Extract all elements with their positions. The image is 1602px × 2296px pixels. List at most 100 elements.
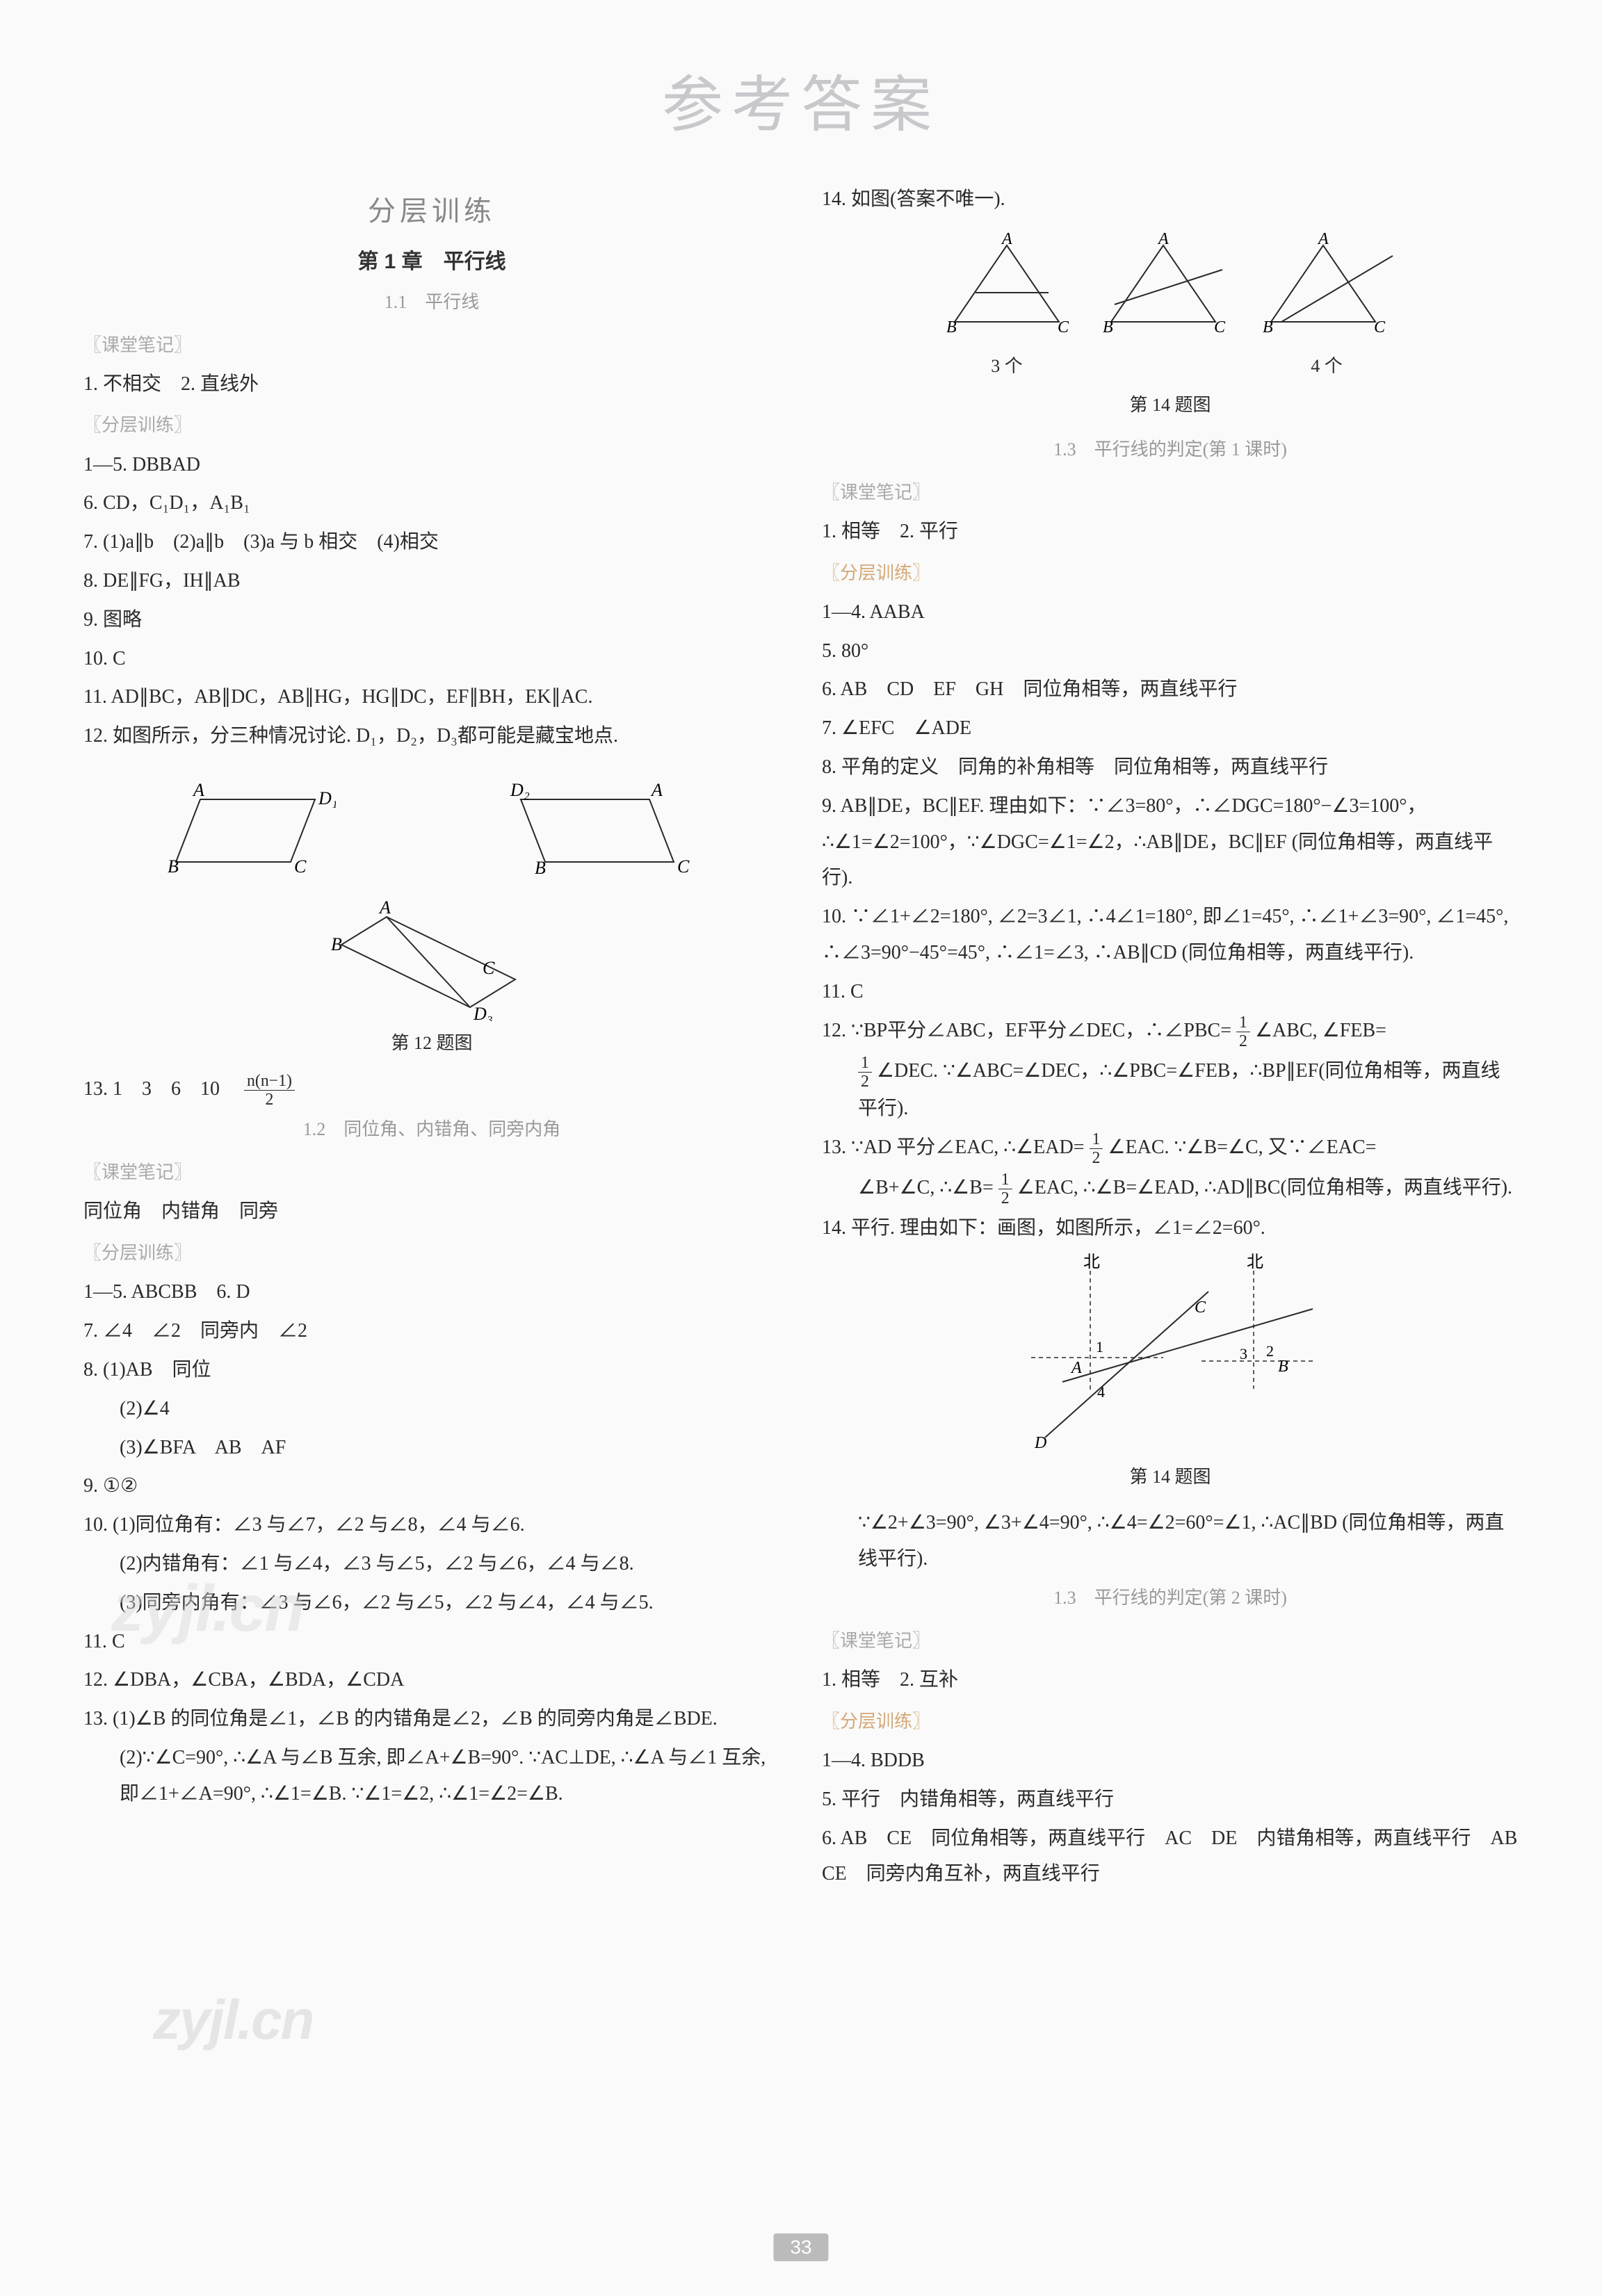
subsection-1-3a: 1.3 平行线的判定(第 1 课时) [822,433,1519,466]
svg-text:A: A [650,780,663,800]
answer-line: 8. (1)AB 同位 [83,1352,780,1388]
svg-text:A: A [192,780,204,800]
triangle-diagram: A B C [1254,231,1400,336]
a13-prefix: 13. 1 3 6 10 [83,1078,239,1100]
answer-line: 10. ∵∠1+∠2=180°, ∠2=3∠1, ∴4∠1=180°, 即∠1=… [822,899,1519,971]
answer-line: (2)内错角有：∠1 与∠4，∠3 与∠5，∠2 与∠6，∠4 与∠8. [83,1546,780,1582]
fig14a-caption: 第 14 题图 [822,389,1519,422]
answer-14-text: 14. 平行. 理由如下：画图，如图所示，∠1=∠2=60°. [822,1210,1519,1246]
svg-text:D₁: D₁ [318,788,336,808]
note-line: 同位角 内错角 同旁 [83,1194,780,1230]
svg-text:C: C [1195,1298,1206,1317]
svg-text:A: A [1317,231,1329,248]
answer-12-cont: 12 ∠DEC. ∵∠ABC=∠DEC，∴∠PBC=∠FEB，∴BP∥EF(同位… [822,1053,1519,1127]
answer-line: 11. C [83,1624,780,1660]
answer-line: 12. ∠DBA，∠CBA，∠BDA，∠CDA [83,1662,780,1698]
svg-text:C: C [294,856,307,877]
note-line: 1. 相等 2. 互补 [822,1662,1519,1698]
answer-line: 8. 平角的定义 同角的补角相等 同位角相等，两直线平行 [822,749,1519,785]
triangle-diagram: A B C [1094,231,1233,336]
answer-line: 9. ①② [83,1468,780,1504]
triangle-2-wrap: A B C [1094,231,1233,383]
triangle-1-wrap: A B C 3 个 [941,231,1073,383]
answer-line: 13. (1)∠B 的同位角是∠1，∠B 的内错角是∠2，∠B 的同旁内角是∠B… [83,1701,780,1737]
train-label: 〖分层训练〗 [83,1237,780,1270]
svg-text:D₃: D₃ [473,1004,493,1021]
svg-text:北: 北 [1083,1253,1100,1271]
answer-line: 1—4. AABA [822,594,1519,630]
page-number: 33 [773,2233,828,2261]
text-span: ∠EAC, ∴∠B=∠EAD, ∴AD∥BC(同位角相等，两直线平行). [1017,1177,1512,1198]
fig14b-caption: 第 14 题图 [822,1460,1519,1494]
fig12-parallelogram-3: A B C D₃ [321,896,543,1021]
svg-text:C: C [1058,318,1069,336]
figure-12-row2: A B C D₃ [83,896,780,1021]
right-column: 14. 如图(答案不唯一). A B C 3 个 [822,179,1519,1895]
triangle-diagram: A B C [941,231,1073,336]
answer-line: 12. 如图所示，分三种情况讨论. D₁，D₂，D₃都可能是藏宝地点. [83,718,780,754]
answer-line: 6. AB CD EF GH 同位角相等，两直线平行 [822,671,1519,708]
svg-text:B: B [168,856,179,877]
fig12-parallelogram-2: A B C D₂ [500,775,709,886]
answer-12: 12. ∵BP平分∠ABC，EF平分∠DEC，∴∠PBC= 12 ∠ABC, ∠… [822,1013,1519,1050]
figure-12-row1: A B C D₁ A B C D₂ [83,768,780,889]
answer-line: 8. DE∥FG，IH∥AB [83,563,780,599]
notes-label: 〖课堂笔记〗 [822,476,1519,510]
answer-line: 1—4. BDDB [822,1743,1519,1779]
svg-text:C: C [483,958,495,978]
svg-text:A: A [1001,231,1012,248]
svg-text:C: C [677,856,690,877]
svg-text:C: C [1214,318,1226,336]
train-label: 〖分层训练〗 [83,409,780,442]
train-label: 〖分层训练〗 [822,1705,1519,1739]
answer-line: 7. (1)a∥b (2)a∥b (3)a 与 b 相交 (4)相交 [83,524,780,560]
subsection-1-1: 1.1 平行线 [83,286,780,319]
svg-text:3: 3 [1240,1345,1247,1362]
text-span: ∠ABC, ∠FEB= [1255,1020,1386,1041]
section-heading: 分层训练 [83,186,780,237]
tri-count: 4 个 [1254,350,1400,383]
fig14b-diagram: 北 北 A B C D 1 2 3 4 [1003,1253,1337,1455]
content-columns: 分层训练 第 1 章 平行线 1.1 平行线 〖课堂笔记〗 1. 不相交 2. … [83,179,1519,1895]
fraction: 12 [1236,1013,1250,1050]
svg-text:B: B [1263,318,1273,336]
svg-text:C: C [1374,318,1386,336]
svg-text:北: 北 [1247,1253,1263,1271]
left-column: 分层训练 第 1 章 平行线 1.1 平行线 〖课堂笔记〗 1. 不相交 2. … [83,179,780,1895]
answer-line: 7. ∠EFC ∠ADE [822,710,1519,747]
text-span: 12. ∵BP平分∠ABC，EF平分∠DEC，∴∠PBC= [822,1020,1231,1041]
svg-text:D: D [1034,1434,1046,1452]
answer-line: ∵∠2+∠3=90°, ∠3+∠4=90°, ∴∠4=∠2=60°=∠1, ∴A… [822,1505,1519,1577]
notes-label: 〖课堂笔记〗 [83,329,780,362]
text-span: ∠B+∠C, ∴∠B= [858,1177,994,1198]
notes-label: 〖课堂笔记〗 [83,1156,780,1189]
fraction: 12 [858,1054,872,1091]
svg-text:B: B [1103,318,1113,336]
answer-line: (3)∠BFA AB AF [83,1430,780,1466]
text-span: ∠EAC. ∵∠B=∠C, 又∵∠EAC= [1108,1137,1376,1158]
fig12-parallelogram-1: A B C D₁ [155,775,336,886]
svg-text:B: B [535,858,546,878]
svg-text:2: 2 [1266,1342,1274,1360]
svg-text:B: B [1278,1358,1288,1376]
svg-text:B: B [331,934,342,954]
fraction: n(n−1) 2 [244,1072,295,1109]
answer-14: 14. 如图(答案不唯一). [822,181,1519,218]
answer-line: (2)∠4 [83,1391,780,1427]
watermark: zyjl.cn [153,1988,314,2052]
answer-line: 9. AB∥DE，BC∥EF. 理由如下：∵∠3=80°，∴∠DGC=180°−… [822,788,1519,896]
answer-line: 1—5. DBBAD [83,447,780,483]
svg-text:A: A [1070,1359,1082,1377]
answer-line: 5. 80° [822,633,1519,669]
answer-line: 10. (1)同位角有：∠3 与∠7，∠2 与∠8，∠4 与∠6. [83,1507,780,1543]
svg-text:D₂: D₂ [510,780,530,800]
train-label: 〖分层训练〗 [822,557,1519,590]
answer-line: 1—5. ABCBB 6. D [83,1274,780,1310]
svg-text:A: A [1157,231,1169,248]
triangle-3-wrap: A B C 4 个 [1254,231,1400,383]
note-line: 1. 相等 2. 平行 [822,514,1519,550]
answer-line: 6. AB CE 同位角相等，两直线平行 AC DE 内错角相等，两直线平行 A… [822,1821,1519,1893]
subsection-1-2: 1.2 同位角、内错角、同旁内角 [83,1113,780,1146]
text-span: 13. ∵AD 平分∠EAC, ∴∠EAD= [822,1137,1085,1158]
answer-line: 6. CD，C₁D₁，A₁B₁ [83,485,780,521]
